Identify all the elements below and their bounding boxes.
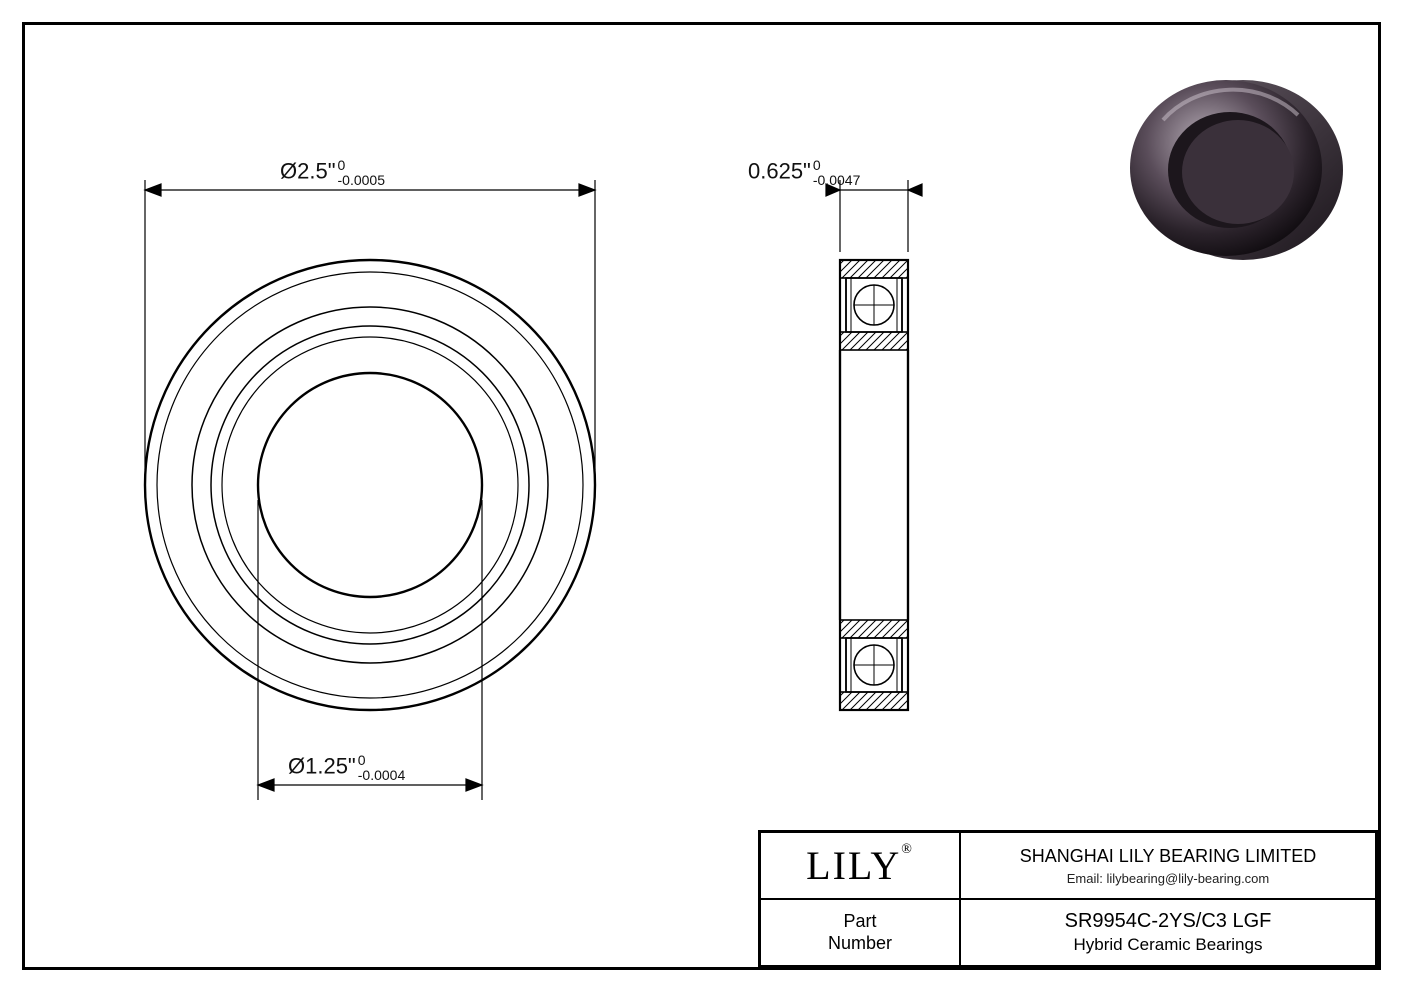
width-value: 0.625"	[748, 159, 811, 184]
logo-reg: ®	[901, 842, 914, 857]
title-block-part-label-cell: Part Number	[760, 899, 960, 966]
part-number-label: Part Number	[828, 911, 892, 954]
company-email: Email: lilybearing@lily-bearing.com	[1067, 871, 1270, 886]
logo-text: LILY	[806, 843, 901, 888]
company-logo: LILY®	[806, 842, 914, 889]
part-description: Hybrid Ceramic Bearings	[1074, 935, 1263, 955]
width-tol-top: 0	[813, 158, 860, 173]
render-thumbnail	[1108, 60, 1358, 275]
company-name: SHANGHAI LILY BEARING LIMITED	[1020, 846, 1316, 867]
part-number: SR9954C-2YS/C3 LGF	[1065, 910, 1272, 933]
drawing-canvas: Ø2.5"0-0.0005 Ø1.25"0-0.0004	[0, 0, 1403, 992]
title-block: LILY® SHANGHAI LILY BEARING LIMITED Emai…	[758, 830, 1378, 968]
title-block-part-cell: SR9954C-2YS/C3 LGF Hybrid Ceramic Bearin…	[960, 899, 1376, 966]
width-tol-bot: -0.0047	[813, 173, 860, 188]
title-block-logo-cell: LILY®	[760, 832, 960, 899]
title-block-company-cell: SHANGHAI LILY BEARING LIMITED Email: lil…	[960, 832, 1376, 899]
width-dimension-label: 0.625"0-0.0047	[748, 158, 860, 187]
